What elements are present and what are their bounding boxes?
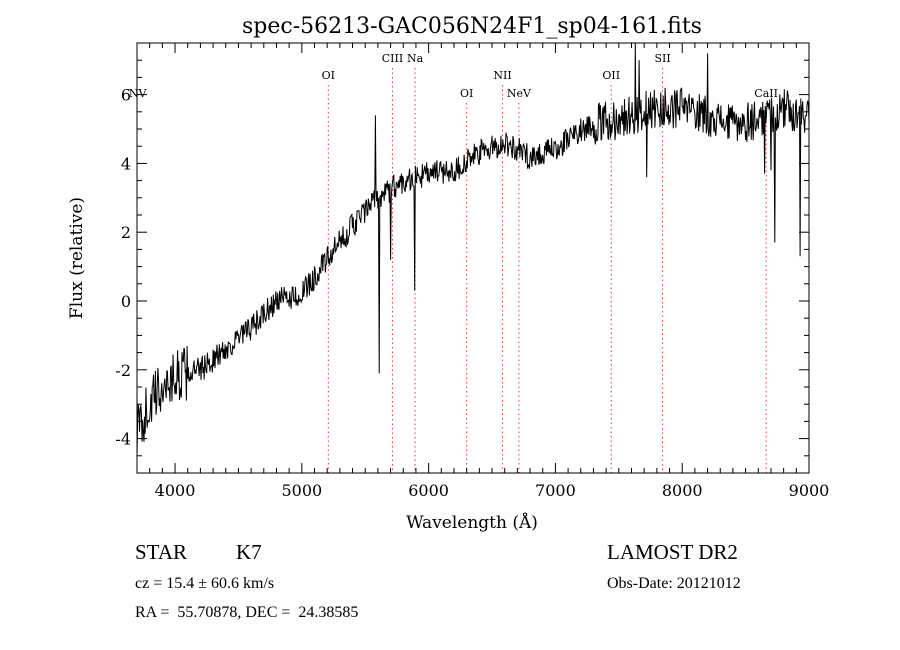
x-tick-label: 5000 [281, 481, 322, 500]
obs-date-label: Obs-Date: 20121012 [607, 575, 741, 592]
x-tick-label: 9000 [789, 481, 830, 500]
y-tick-label: 2 [121, 223, 131, 242]
redshift-label: cz = 15.4 ± 60.6 km/s [135, 575, 275, 592]
y-axis-label: Flux (relative) [67, 197, 87, 319]
emission-line-label: CaII [754, 87, 778, 100]
y-tick-label: 4 [121, 154, 131, 173]
y-tick-label: -2 [115, 361, 131, 380]
y-tick-label: 6 [121, 86, 131, 105]
chart-title: spec-56213-GAC056N24F1_sp04-161.fits [242, 14, 702, 39]
plot-frame [136, 42, 810, 474]
emission-line-label: NII [493, 69, 511, 82]
survey-label: LAMOST DR2 [607, 540, 738, 564]
emission-lines-layer: NV OI CIII Na OI NII NeV OII SII CaII [129, 52, 778, 473]
emission-line-label: Na [407, 52, 424, 65]
x-tick-label: 8000 [662, 481, 703, 500]
x-tick-label: 4000 [155, 481, 196, 500]
emission-line-label: CIII [382, 52, 403, 65]
emission-line-label: SII [654, 52, 670, 65]
x-tick-label: 6000 [408, 481, 449, 500]
emission-line-label: NV [129, 87, 148, 100]
axis-ticks: 4000 5000 6000 7000 8000 9000 -4 -2 0 2 4 6 [115, 42, 830, 500]
object-type-label: STAR [135, 540, 187, 564]
emission-line-label: OI [460, 87, 473, 100]
y-tick-label: 0 [121, 292, 131, 311]
subclass-label: K7 [236, 540, 262, 564]
emission-line-label: OI [322, 69, 335, 82]
x-axis-label: Wavelength (Å) [406, 512, 538, 533]
coordinates-label: RA = 55.70878, DEC = 24.38585 [135, 604, 359, 621]
spectrum-series-line [136, 42, 810, 458]
x-tick-label: 7000 [535, 481, 576, 500]
y-tick-label: -4 [115, 430, 131, 449]
emission-line-label: OII [602, 69, 620, 82]
emission-line-label: NeV [507, 87, 532, 100]
